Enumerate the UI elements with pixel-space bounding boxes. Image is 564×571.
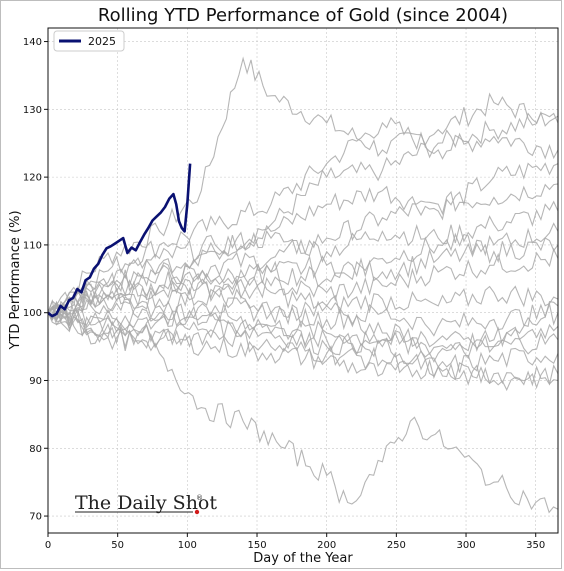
chart-title: Rolling YTD Performance of Gold (since 2… [98,5,508,26]
legend-box [53,30,125,52]
watermark-text: The Daily Shot [75,492,217,514]
y-tick-label: 90 [29,376,42,387]
x-tick-label: 150 [247,540,266,551]
x-axis: 0 50 100 150 200 250 300 350 [45,533,545,551]
history-series-line [47,116,559,314]
legend-label-2025: 2025 [88,35,116,48]
y-axis-label: YTD Performance (%) [8,210,23,350]
y-tick-label: 110 [23,240,42,251]
history-series-line [47,200,559,321]
x-tick-label: 350 [526,540,545,551]
history-series-line [47,56,559,314]
x-tick-label: 50 [111,540,124,551]
history-series-line [47,222,559,322]
y-tick-label: 70 [29,512,42,523]
x-axis-label: Day of the Year [253,551,353,566]
history-lines [47,56,559,514]
history-series-line [47,311,559,514]
y-axis: 70 80 90 100 110 120 130 140 [23,37,48,523]
highlight-line [47,163,192,318]
legend: 2025 [53,30,125,52]
y-tick-label: 130 [23,105,42,116]
series-line-2025 [47,163,192,318]
history-series-line [47,162,559,321]
watermark-registered-mark: ® [196,494,203,502]
y-tick-label: 80 [29,444,42,455]
watermark-dot [194,509,200,515]
history-series-line [47,307,559,390]
history-series-line [47,247,559,327]
x-tick-label: 100 [178,540,197,551]
x-tick-label: 200 [317,540,336,551]
history-series-line [47,278,559,314]
y-tick-label: 100 [23,308,42,319]
history-series-line [47,293,559,392]
grid [47,28,558,533]
history-series-line [47,183,559,321]
history-series-line [47,264,559,353]
y-tick-label: 140 [23,37,42,48]
history-series-line [47,111,559,319]
y-tick-label: 120 [23,173,42,184]
history-series-line [47,306,559,374]
history-series-line [47,302,559,356]
x-tick-label: 250 [387,540,406,551]
history-series-line [47,297,559,337]
x-tick-label: 0 [45,540,51,551]
plot-border [47,27,559,534]
history-series-line [47,237,559,323]
watermark: The Daily Shot ® [75,492,217,515]
x-tick-label: 300 [456,540,475,551]
